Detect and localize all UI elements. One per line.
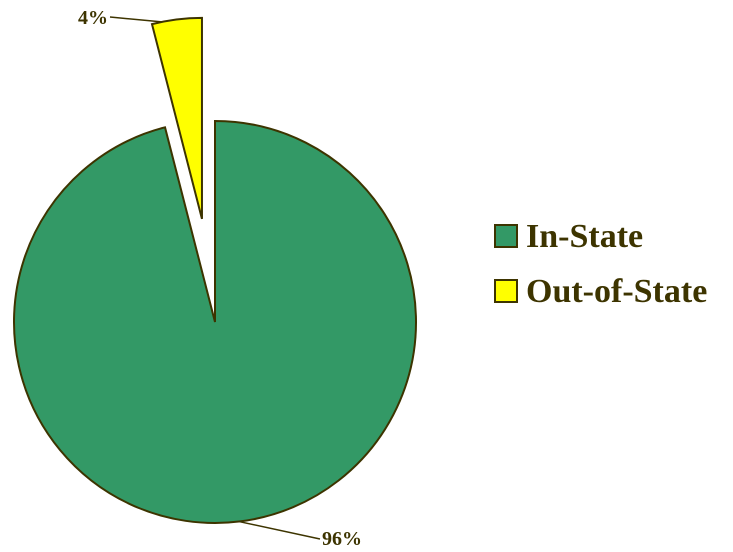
legend-label-in-state: In-State [526, 218, 643, 255]
pie-slice-in-state [13, 119, 417, 524]
pie-slice-out-of-state [150, 16, 203, 220]
pie-slices [13, 16, 417, 524]
data-label-out-of-state: 4% [78, 7, 108, 29]
legend-label-out-of-state: Out-of-State [526, 273, 707, 310]
data-label-in-state: 96% [322, 528, 362, 550]
legend-swatch-in-state [494, 224, 518, 248]
data-labels: 96% 4% [78, 7, 362, 550]
legend-swatch-out-of-state [494, 279, 518, 303]
legend: In-State Out-of-State [494, 218, 707, 310]
leader-lines [109, 16, 321, 540]
leader-line-out-of-state [109, 16, 162, 23]
leader-line-in-state [238, 520, 321, 540]
